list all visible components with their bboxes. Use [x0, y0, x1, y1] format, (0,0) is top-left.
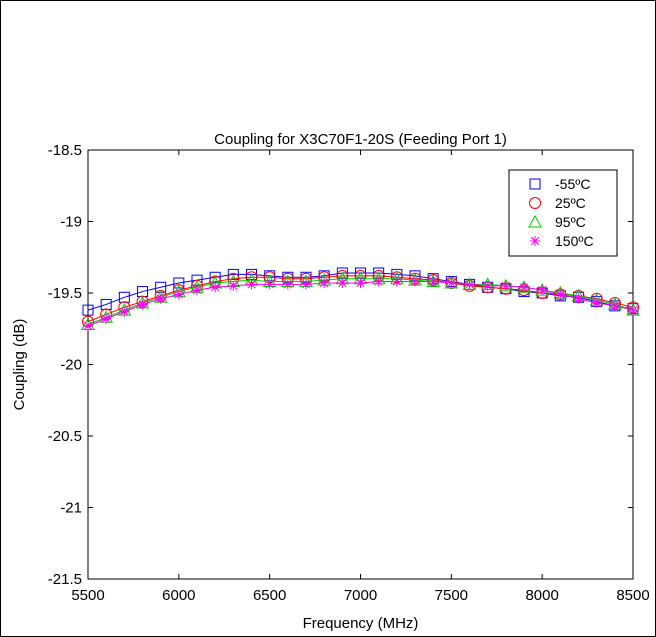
- data-point: [519, 282, 529, 293]
- data-point: [155, 293, 166, 304]
- data-point: [192, 285, 202, 296]
- data-point: [319, 277, 330, 288]
- data-point: [137, 299, 148, 310]
- legend-label: 95ºC: [555, 214, 586, 230]
- data-point: [228, 280, 239, 291]
- data-point: [191, 274, 203, 286]
- data-point: [209, 271, 221, 283]
- y-tick-label: -21: [60, 500, 82, 517]
- chart-title: Coupling for X3C70F1-20S (Feeding Port 1…: [214, 131, 507, 148]
- data-point: [628, 305, 638, 316]
- data-point: [391, 276, 402, 287]
- data-point: [227, 268, 239, 280]
- data-point: [500, 280, 511, 291]
- data-point: [537, 285, 548, 296]
- data-point: [82, 304, 94, 316]
- x-tick-label: 8000: [525, 587, 558, 604]
- x-tick-label: 5500: [71, 587, 104, 604]
- data-point: [301, 279, 311, 290]
- x-axis-label: Frequency (MHz): [303, 615, 419, 632]
- data-point: [428, 276, 439, 287]
- data-point: [410, 276, 420, 287]
- data-point: [609, 300, 620, 311]
- data-point: [591, 298, 602, 309]
- y-tick-label: -20.5: [48, 428, 82, 445]
- x-tick-label: 6000: [162, 587, 195, 604]
- y-tick-label: -19: [60, 214, 82, 231]
- data-point: [173, 277, 185, 289]
- series-layer: [81, 267, 640, 331]
- data-point: [554, 288, 567, 301]
- data-point: [355, 277, 366, 288]
- legend-label: -55ºC: [555, 176, 590, 192]
- data-point: [101, 313, 112, 324]
- data-point: [555, 289, 566, 300]
- legend-marker: [529, 197, 541, 209]
- y-tick-label: -21.5: [48, 571, 82, 588]
- x-tick-label: 7500: [435, 587, 468, 604]
- data-point: [373, 276, 384, 287]
- data-point: [83, 320, 93, 331]
- legend-marker: [528, 214, 542, 228]
- y-axis-label: Coupling (dB): [11, 319, 28, 411]
- series-4: [83, 276, 638, 331]
- data-point: [282, 279, 293, 290]
- data-point: [446, 277, 457, 288]
- legend-marker: [530, 236, 540, 246]
- y-tick-label: -20: [60, 357, 82, 374]
- legend-label: 150ºC: [555, 233, 594, 249]
- x-tick-label: 8500: [616, 587, 649, 604]
- x-tick-label: 6500: [253, 587, 286, 604]
- data-point: [246, 279, 257, 290]
- data-point: [573, 293, 584, 304]
- data-point: [264, 279, 275, 290]
- data-point: [464, 279, 475, 290]
- y-tick-label: -19.5: [48, 285, 82, 302]
- data-point: [210, 282, 221, 293]
- legend: -55ºC 25ºC 95ºC 150ºC: [508, 169, 618, 257]
- x-tick-label: 7000: [344, 587, 377, 604]
- legend-marker: [529, 178, 541, 190]
- data-point: [173, 289, 184, 300]
- data-point: [119, 306, 130, 317]
- data-point: [482, 280, 493, 291]
- y-tick-label: -18.5: [48, 142, 82, 159]
- legend-label: 25ºC: [555, 195, 586, 211]
- data-point: [337, 277, 348, 288]
- legend-box: [508, 169, 618, 257]
